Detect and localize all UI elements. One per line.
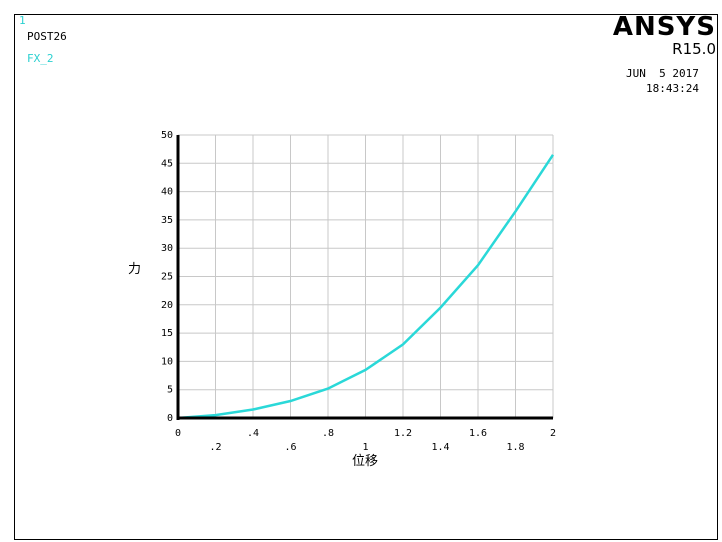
x-tick-label: 0 [175, 428, 181, 439]
y-tick-label: 40 [161, 187, 173, 198]
graphics-window [14, 14, 718, 540]
y-tick-label: 15 [161, 328, 173, 339]
x-tick-label: 1.4 [431, 442, 449, 453]
processor-label: POST26 [27, 30, 67, 43]
y-tick-label: 5 [167, 385, 173, 396]
x-tick-label: 2 [550, 428, 556, 439]
x-tick-label: 1.6 [469, 428, 487, 439]
y-tick-label: 45 [161, 158, 173, 169]
y-tick-label: 10 [161, 356, 173, 367]
y-tick-label: 50 [161, 130, 173, 141]
y-tick-label: 0 [167, 413, 173, 424]
x-tick-label: 1.8 [506, 442, 524, 453]
y-tick-label: 35 [161, 215, 173, 226]
x-tick-label: 1.2 [394, 428, 412, 439]
version-label: R15.0 [672, 40, 716, 58]
x-tick-label: .8 [322, 428, 334, 439]
x-tick-label: .6 [284, 442, 296, 453]
x-tick-label: 1 [362, 442, 368, 453]
y-tick-label: 25 [161, 272, 173, 283]
x-tick-label: .4 [247, 428, 259, 439]
window-number: 1 [19, 14, 26, 27]
x-tick-label: .2 [209, 442, 221, 453]
time-label: 18:43:24 [646, 82, 699, 95]
y-tick-label: 20 [161, 300, 173, 311]
y-tick-label: 30 [161, 243, 173, 254]
ansys-logo: ANSYS [612, 12, 716, 42]
variable-legend: FX_2 [27, 52, 54, 65]
date-label: JUN 5 2017 [626, 67, 699, 80]
x-axis-label: 位移 [352, 454, 378, 469]
y-axis-label: 力 [128, 262, 141, 277]
series-line [177, 154, 555, 420]
